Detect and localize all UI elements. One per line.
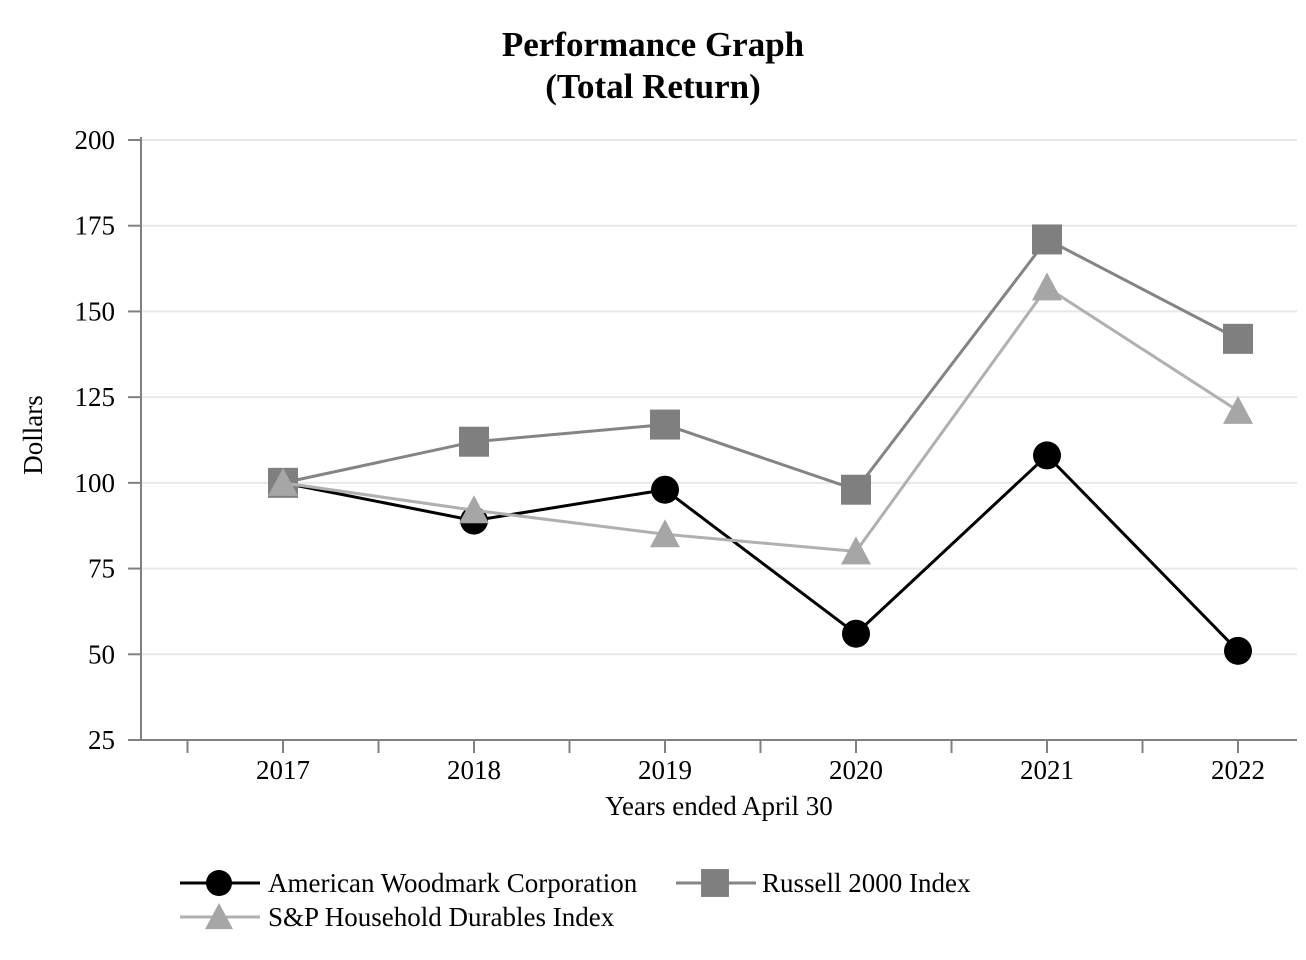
marker-triangle-s-p-household-durables-index-2017	[268, 467, 298, 496]
legend-label-s-p-household-durables-index: S&P Household Durables Index	[268, 902, 615, 932]
x-axis-tick-label-2018: 2018	[447, 755, 501, 785]
x-axis-tick-labels: 2017 2018 2019 2020 2021 2022	[256, 755, 1265, 785]
series-line-american-woodmark-corporation	[282, 453, 1240, 652]
x-axis-tick-label-2019: 2019	[638, 755, 692, 785]
y-axis-tick-labels: 25 50 75 100 125 150 175 200	[75, 125, 116, 755]
y-axis-tick-label-125: 125	[75, 382, 116, 412]
marker-triangle-s-p-household-durables-index-2018	[459, 495, 489, 524]
axes	[128, 137, 1297, 753]
legend-triangle-icon	[205, 903, 233, 930]
y-axis-title: Dollars	[18, 395, 48, 474]
legend-label-american-woodmark-corporation: American Woodmark Corporation	[268, 868, 638, 898]
x-axis-title: Years ended April 30	[605, 791, 832, 821]
legend-item-american-woodmark-corporation: American Woodmark Corporation	[180, 868, 638, 898]
series-s-p-household-durables-index	[268, 272, 1253, 565]
marker-circle-american-woodmark-corporation-2021	[1033, 441, 1061, 470]
marker-circle-american-woodmark-corporation-2022	[1224, 636, 1252, 665]
legend: American Woodmark Corporation Russell 200…	[180, 868, 971, 932]
series-line-s-p-household-durables-index	[282, 285, 1239, 553]
x-axis-tick-label-2021: 2021	[1020, 755, 1074, 785]
legend-item-russell-2000-index: Russell 2000 Index	[676, 868, 971, 898]
y-axis-tick-label-75: 75	[88, 554, 115, 584]
series-line-russell-2000-index	[282, 237, 1239, 492]
y-axis-tick-label-50: 50	[88, 639, 115, 669]
x-axis-tick-label-2017: 2017	[256, 755, 310, 785]
series-american-woodmark-corporation	[269, 441, 1252, 665]
marker-circle-american-woodmark-corporation-2019	[651, 475, 679, 504]
marker-triangle-s-p-household-durables-index-2019	[650, 519, 680, 548]
marker-triangle-s-p-household-durables-index-2020	[841, 536, 871, 565]
marker-square-russell-2000-index-2021	[1032, 224, 1062, 255]
gridlines	[141, 139, 1297, 656]
marker-triangle-s-p-household-durables-index-2022	[1223, 395, 1253, 424]
y-axis-tick-label-175: 175	[75, 211, 116, 241]
marker-square-russell-2000-index-2018	[459, 426, 489, 457]
legend-label-russell-2000-index: Russell 2000 Index	[762, 868, 971, 898]
y-axis-tick-label-150: 150	[75, 296, 116, 326]
y-axis-tick-label-100: 100	[75, 468, 116, 498]
x-axis-tick-label-2022: 2022	[1211, 755, 1265, 785]
marker-circle-american-woodmark-corporation-2020	[842, 619, 870, 648]
y-axis-tick-label-25: 25	[88, 725, 115, 755]
marker-square-russell-2000-index-2019	[650, 409, 680, 440]
marker-square-russell-2000-index-2020	[841, 474, 871, 505]
legend-circle-icon	[205, 869, 233, 897]
legend-square-icon	[701, 869, 729, 897]
legend-item-s-p-household-durables-index: S&P Household Durables Index	[180, 902, 615, 932]
chart-title-line1: Performance Graph	[502, 25, 804, 64]
series-russell-2000-index	[268, 224, 1253, 505]
marker-square-russell-2000-index-2022	[1223, 323, 1253, 354]
y-axis-tick-label-200: 200	[75, 125, 116, 155]
x-axis-tick-label-2020: 2020	[829, 755, 883, 785]
marker-triangle-s-p-household-durables-index-2021	[1032, 272, 1062, 301]
data-series	[268, 224, 1253, 665]
chart-title-line2: (Total Return)	[545, 67, 761, 106]
